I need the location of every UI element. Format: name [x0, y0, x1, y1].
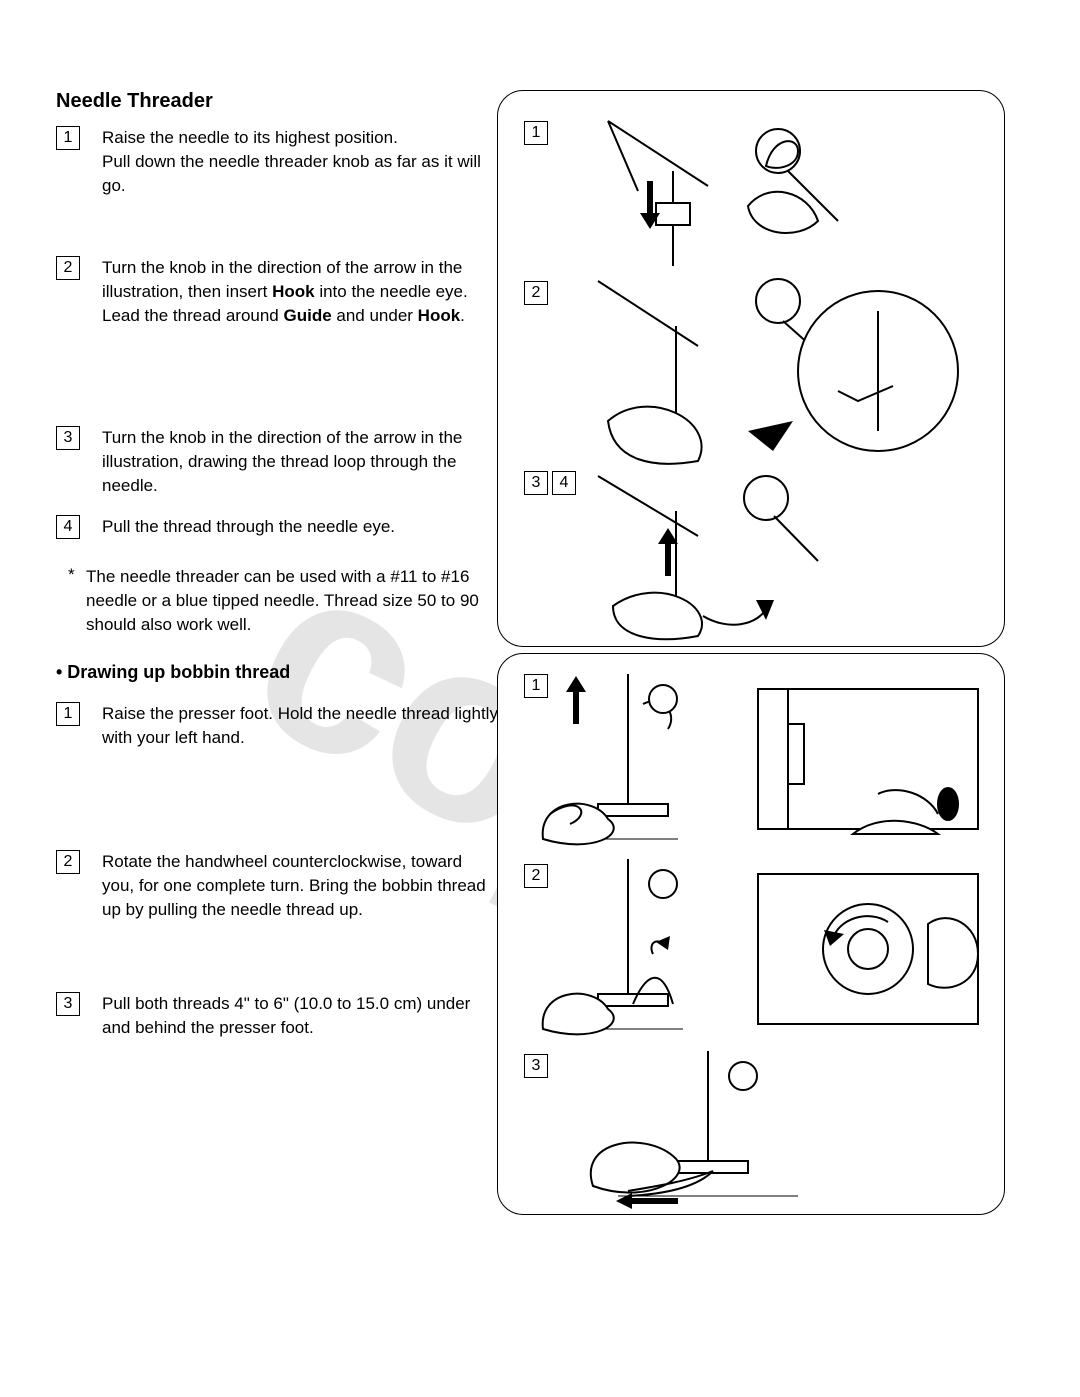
manual-page: copy Needle Threader 1 Raise the needle … [0, 0, 1080, 1397]
bobbin-ill-1 [498, 664, 1004, 859]
text-fragment: . [460, 306, 465, 325]
bobbin-step: 3 Pull both threads 4" to 6" (10.0 to 15… [56, 992, 486, 1040]
note: * The needle threader can be used with a… [56, 565, 496, 637]
step-number: 1 [56, 702, 80, 726]
subheading: • Drawing up bobbin thread [56, 662, 290, 683]
step-text: Raise the presser foot. Hold the needle … [102, 702, 516, 750]
step-text: Raise the needle to its highest position… [102, 126, 486, 198]
illustration-3-4 [498, 466, 1004, 641]
step-text: Pull the thread through the needle eye. [102, 515, 486, 539]
bold-term: Guide [283, 306, 331, 325]
threader-illustration-1 [498, 111, 1004, 271]
threader-step: 4 Pull the thread through the needle eye… [56, 515, 486, 539]
step-number: 2 [56, 850, 80, 874]
step-number: 1 [56, 126, 80, 150]
bobbin-illustration-2 [498, 854, 1004, 1044]
step-text: Turn the knob in the direction of the ar… [102, 426, 486, 498]
illustration-1 [498, 111, 1004, 271]
bold-term: Hook [272, 282, 315, 301]
step-text: Pull both threads 4" to 6" (10.0 to 15.0… [102, 992, 486, 1040]
bobbin-ill-3 [498, 1046, 1004, 1211]
threader-step: 3 Turn the knob in the direction of the … [56, 426, 486, 498]
text-fragment: and under [332, 306, 418, 325]
bobbin-ill-2 [498, 854, 1004, 1044]
note-marker: * [68, 565, 75, 585]
step-text: Turn the knob in the direction of the ar… [102, 256, 486, 328]
bobbin-illustration-1 [498, 664, 1004, 859]
illustration-2 [498, 271, 1004, 471]
threader-step: 1 Raise the needle to its highest positi… [56, 126, 486, 198]
step-text: Rotate the handwheel counterclockwise, t… [102, 850, 486, 922]
bold-term: Hook [418, 306, 461, 325]
note-text: The needle threader can be used with a #… [86, 565, 496, 637]
step-number: 2 [56, 256, 80, 280]
threader-step: 2 Turn the knob in the direction of the … [56, 256, 486, 328]
step-number: 4 [56, 515, 80, 539]
threader-illustration-3 [498, 466, 1004, 641]
figure-bottom: 1 2 3 [497, 653, 1005, 1215]
figure-top: 1 2 3 4 [497, 90, 1005, 647]
bobbin-step: 2 Rotate the handwheel counterclockwise,… [56, 850, 486, 922]
bobbin-step: 1 Raise the presser foot. Hold the needl… [56, 702, 516, 750]
section-title: Needle Threader [56, 90, 213, 113]
threader-illustration-2 [498, 271, 1004, 471]
step-number: 3 [56, 992, 80, 1016]
step-number: 3 [56, 426, 80, 450]
bobbin-illustration-3 [498, 1046, 1004, 1211]
